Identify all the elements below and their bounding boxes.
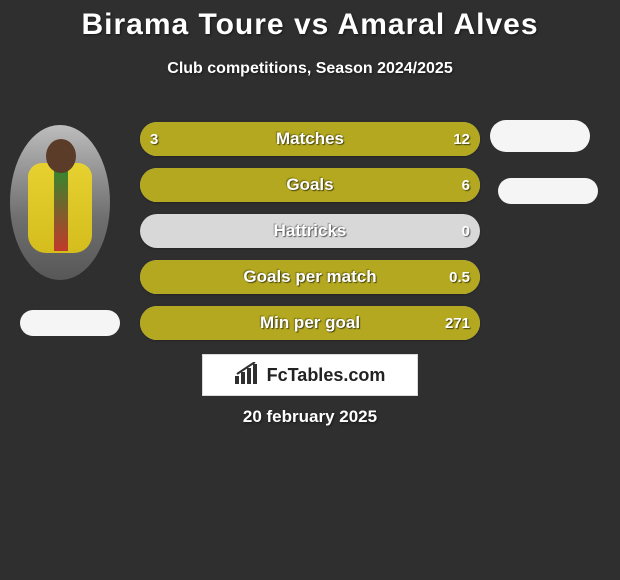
bar-row-goals: Goals 6 [140, 168, 480, 202]
bar-row-hattricks: Hattricks 0 [140, 214, 480, 248]
bar-label: Goals [140, 168, 480, 202]
bar-row-min-per-goal: Min per goal 271 [140, 306, 480, 340]
bar-label: Min per goal [140, 306, 480, 340]
bar-right-value: 271 [445, 306, 470, 340]
bar-label: Hattricks [140, 214, 480, 248]
bar-right-value: 0.5 [449, 260, 470, 294]
date-text: 20 february 2025 [0, 407, 620, 427]
player-left-portrait [10, 125, 110, 280]
comparison-infographic: Birama Toure vs Amaral Alves Club compet… [0, 0, 620, 580]
portrait-bg [10, 125, 110, 280]
page-title: Birama Toure vs Amaral Alves [0, 8, 620, 42]
stat-bars: 3 Matches 12 Goals 6 Hattricks 0 Goals p… [140, 122, 480, 352]
bar-right-value: 0 [462, 214, 470, 248]
bar-row-matches: 3 Matches 12 [140, 122, 480, 156]
head-shape [46, 139, 76, 173]
brand-badge: FcTables.com [202, 354, 418, 396]
bar-label: Goals per match [140, 260, 480, 294]
player-right-placeholder [490, 120, 590, 152]
player-left-flag [20, 310, 120, 336]
brand-chart-icon [235, 362, 261, 389]
jersey-stripe [54, 165, 68, 251]
bar-row-goals-per-match: Goals per match 0.5 [140, 260, 480, 294]
brand-text: FcTables.com [267, 365, 386, 386]
player-right-flag [498, 178, 598, 204]
bar-right-value: 6 [462, 168, 470, 202]
bar-right-value: 12 [453, 122, 470, 156]
bar-label: Matches [140, 122, 480, 156]
subtitle: Club competitions, Season 2024/2025 [0, 60, 620, 78]
